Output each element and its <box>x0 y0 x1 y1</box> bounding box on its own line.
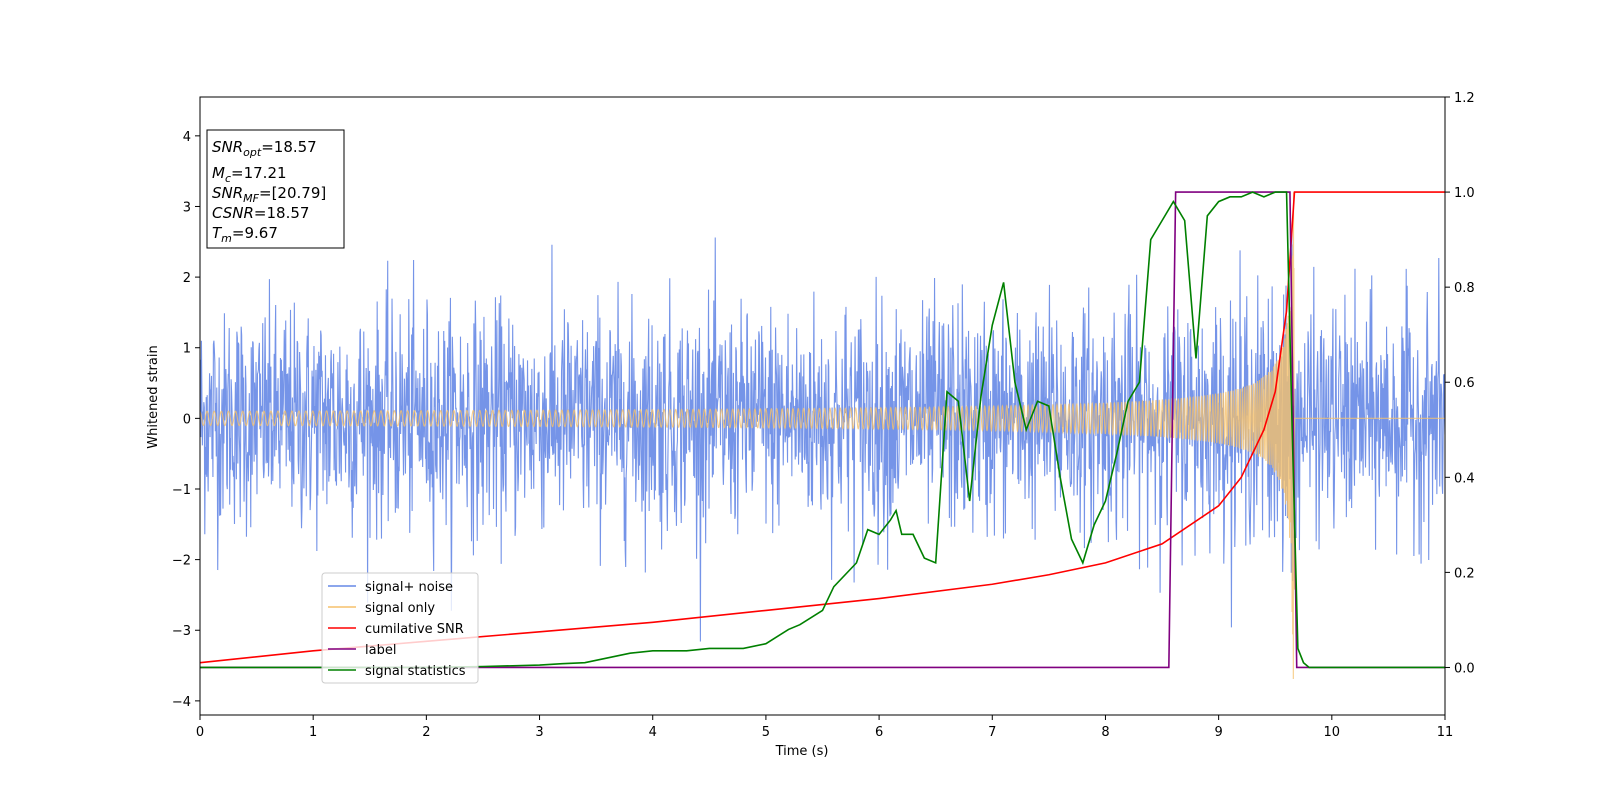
y-tick-label: −1 <box>172 483 191 498</box>
y-tick-label: 2 <box>183 271 191 286</box>
x-tick-label: 2 <box>422 725 430 740</box>
annotation-snr-mf: SNRMF=[20.79] <box>212 184 326 205</box>
x-axis-label: Time (s) <box>775 744 829 759</box>
y2-tick-label: 0.0 <box>1454 661 1475 676</box>
legend-entry-signal-only: signal only <box>328 601 435 616</box>
x-tick-label: 7 <box>988 725 996 740</box>
legend-entry-signal-statistics: signal statistics <box>328 664 466 679</box>
y-tick-label: −2 <box>172 554 191 569</box>
legend-entry-cumulative-snr: cumilative SNR <box>328 622 464 637</box>
legend: signal+ noise signal only cumilative SNR… <box>321 572 479 684</box>
plot-lines <box>200 191 1445 679</box>
y-tick-label: 3 <box>183 200 191 215</box>
y-tick-label: 0 <box>183 412 191 427</box>
annotation-mc: Mc=17.21 <box>212 164 287 185</box>
x-tick-label: 3 <box>535 725 543 740</box>
axes: 0 1 2 3 4 5 6 7 8 9 10 11 −4 −3 −2 −1 0 1 2 3 4 0.0 0.2 0.4 0.6 0… <box>172 91 1475 740</box>
x-tick-label: 4 <box>649 725 657 740</box>
series-signal-only <box>200 192 1445 679</box>
y2-tick-label: 1.2 <box>1454 91 1475 106</box>
svg-text:label: label <box>365 643 396 658</box>
annotation-tm: Tm=9.67 <box>212 224 278 245</box>
svg-text:cumilative SNR: cumilative SNR <box>365 622 464 637</box>
x-tick-label: 6 <box>875 725 883 740</box>
y-tick-label: −3 <box>172 624 191 639</box>
svg-text:signal statistics: signal statistics <box>365 664 466 679</box>
x-tick-label: 10 <box>1324 725 1341 740</box>
x-tick-label: 0 <box>196 725 204 740</box>
x-tick-label: 9 <box>1214 725 1222 740</box>
annotation-snr-opt: SNRopt=18.57 <box>212 138 317 159</box>
annotation-box: SNRopt=18.57 Mc=17.21 SNRMF=[20.79] CSNR… <box>206 129 345 249</box>
x-tick-label: 11 <box>1437 725 1454 740</box>
y-axis-label: Whitened strain <box>146 345 161 448</box>
legend-entry-signal-noise: signal+ noise <box>328 580 453 595</box>
y2-tick-label: 0.4 <box>1454 471 1475 486</box>
y2-tick-label: 0.2 <box>1454 566 1475 581</box>
series-cumulative-snr <box>200 191 1445 664</box>
y2-tick-label: 0.6 <box>1454 376 1475 391</box>
series-signal-statistics <box>200 191 1445 669</box>
x-tick-label: 1 <box>309 725 317 740</box>
y2-tick-label: 1.0 <box>1454 186 1475 201</box>
x-tick-label: 8 <box>1101 725 1109 740</box>
svg-text:signal only: signal only <box>365 601 435 616</box>
y-tick-label: 4 <box>183 130 191 145</box>
y2-tick-label: 0.8 <box>1454 281 1475 296</box>
legend-entry-label: label <box>328 643 396 658</box>
svg-text:signal+ noise: signal+ noise <box>365 580 453 595</box>
y-tick-label: −4 <box>172 695 191 710</box>
plot-frame <box>199 96 1446 716</box>
annotation-csnr: CSNR=18.57 <box>212 204 309 222</box>
x-tick-label: 5 <box>762 725 770 740</box>
y-tick-label: 1 <box>183 342 191 357</box>
